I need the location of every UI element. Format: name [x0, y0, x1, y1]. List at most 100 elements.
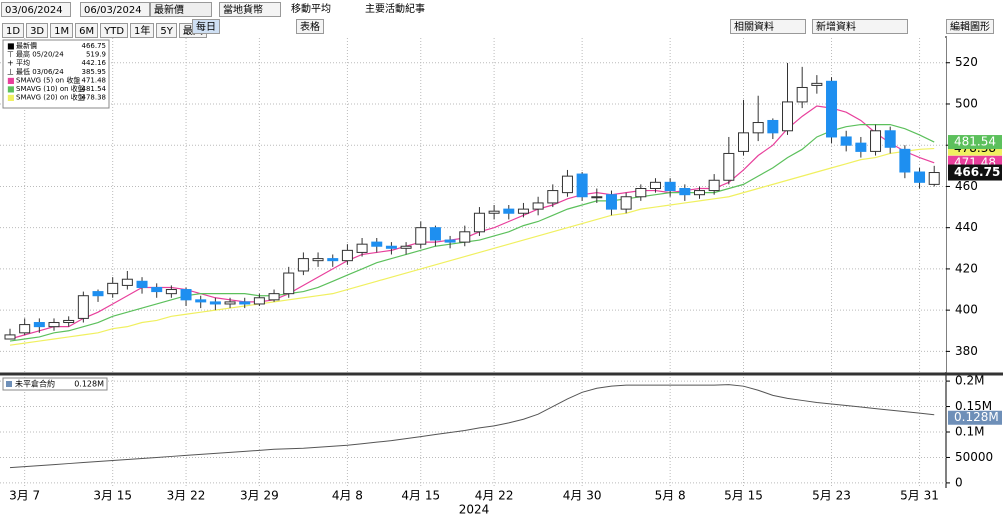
- plot-area: [0, 38, 946, 372]
- x-tick-label: 5月 8: [655, 489, 686, 503]
- candle-body: [576, 173, 588, 198]
- y-tick-label: 460: [955, 179, 978, 193]
- candle-body: [63, 319, 75, 324]
- candle-body: [899, 148, 911, 173]
- x-tick-label: 3月 22: [167, 489, 206, 503]
- candle-body: [121, 278, 133, 286]
- period-button[interactable]: 5Y: [156, 23, 177, 38]
- y-tick-label: 0.15M: [955, 399, 992, 413]
- period-button[interactable]: 1年: [130, 23, 155, 38]
- candle-body: [297, 258, 309, 272]
- candle-body: [649, 181, 661, 190]
- legend-value: 519.9: [86, 51, 106, 59]
- start-date[interactable]: 03/06/2024: [1, 2, 71, 17]
- candle-body: [664, 181, 676, 192]
- value-label: 466.75: [954, 165, 1000, 179]
- x-tick-label: 5月 15: [724, 489, 763, 503]
- candle-body: [459, 231, 471, 243]
- candle-body: [679, 188, 691, 196]
- candle-body: [400, 245, 412, 249]
- period-button[interactable]: 1D: [2, 23, 25, 38]
- candle-body: [165, 289, 177, 295]
- legend-marker: ■: [7, 42, 15, 51]
- legend-value: 471.48: [82, 76, 107, 84]
- legend-marker: ■: [7, 76, 15, 85]
- period-bar: 1D3D1M6MYTD1年5Y最大: [2, 19, 209, 38]
- legend-label: SMAVG (10) on 收盤: [16, 84, 85, 93]
- table-button[interactable]: 表格: [296, 19, 324, 34]
- legend-label: 最新價: [16, 41, 37, 50]
- x-tick-label: 5月 31: [900, 489, 939, 503]
- candle-body: [429, 227, 441, 241]
- price-type[interactable]: 最新價: [150, 2, 212, 17]
- candle-body: [371, 241, 383, 247]
- currency[interactable]: 當地貨幣: [219, 2, 281, 17]
- legend-label: SMAVG (20) on 收盤: [16, 93, 85, 102]
- value-box: [948, 135, 1002, 150]
- candle-body: [107, 282, 119, 295]
- ma-line: [9, 147, 935, 346]
- candle-body: [415, 227, 427, 245]
- y-tick-label: 440: [955, 220, 978, 234]
- moving-average[interactable]: 移動平均: [291, 4, 331, 15]
- edit-chart[interactable]: 編輯圖形: [946, 19, 994, 34]
- candle-body: [136, 280, 148, 288]
- y-tick-label: 0.2M: [955, 374, 984, 388]
- add-data[interactable]: 新增資料: [812, 19, 908, 34]
- legend-marker: ■: [7, 93, 15, 102]
- candle-body: [239, 301, 251, 305]
- candle-body: [4, 334, 16, 340]
- legend-marker: ⊤: [7, 50, 14, 59]
- legend-label: 未平倉合約: [15, 379, 55, 389]
- candle-body: [180, 289, 192, 301]
- y-tick-label: 500: [955, 96, 978, 110]
- y-tick-label: 50000: [955, 450, 993, 464]
- x-tick-label: 4月 8: [332, 489, 363, 503]
- candle-body: [77, 295, 89, 319]
- candle-body: [268, 293, 280, 301]
- legend-marker: ■: [7, 85, 15, 94]
- period-button[interactable]: 1M: [50, 23, 74, 38]
- candle-body: [591, 196, 603, 199]
- y-tick-label: 420: [955, 261, 978, 275]
- legend-label: 平均: [16, 58, 30, 67]
- candle-body: [33, 322, 45, 328]
- ma-line: [9, 123, 935, 342]
- candle-body: [620, 196, 632, 210]
- candle-body: [195, 299, 207, 303]
- candle-body: [444, 239, 456, 243]
- y-tick-label: 0: [955, 475, 963, 489]
- candle-body: [327, 258, 339, 262]
- end-date[interactable]: 06/03/2024: [80, 2, 150, 17]
- period-button[interactable]: 6M: [75, 23, 99, 38]
- period-button[interactable]: 3D: [26, 23, 49, 38]
- candle-body: [48, 322, 60, 328]
- frequency[interactable]: 每日: [192, 19, 220, 34]
- line: [9, 384, 935, 469]
- candle-body: [738, 132, 749, 152]
- legend-marker: +: [7, 59, 14, 68]
- period-button[interactable]: YTD: [100, 23, 129, 38]
- legend-value: 0.128M: [74, 380, 104, 389]
- candle-body: [92, 291, 104, 297]
- legend-label: SMAVG (5) on 收盤: [16, 75, 80, 84]
- candle-body: [209, 301, 221, 305]
- candle-body: [884, 130, 896, 148]
- candle-body: [312, 258, 324, 262]
- candle-body: [517, 208, 529, 214]
- x-axis-label: 2024: [459, 503, 490, 517]
- legend-marker: ⊥: [7, 67, 14, 76]
- events[interactable]: 主要活動紀事: [365, 4, 425, 15]
- candle-body: [547, 190, 559, 204]
- ma-line: [9, 105, 935, 340]
- related-data[interactable]: 相關資料: [730, 19, 806, 34]
- candle-body: [928, 172, 940, 185]
- candle-body: [224, 301, 236, 305]
- candle-body: [840, 136, 852, 146]
- x-tick-label: 3月 7: [9, 489, 40, 503]
- legend-marker: [6, 381, 12, 387]
- legend-label: 最高 05/20/24: [16, 50, 64, 59]
- candle-body: [503, 208, 515, 214]
- candle-body: [532, 202, 544, 210]
